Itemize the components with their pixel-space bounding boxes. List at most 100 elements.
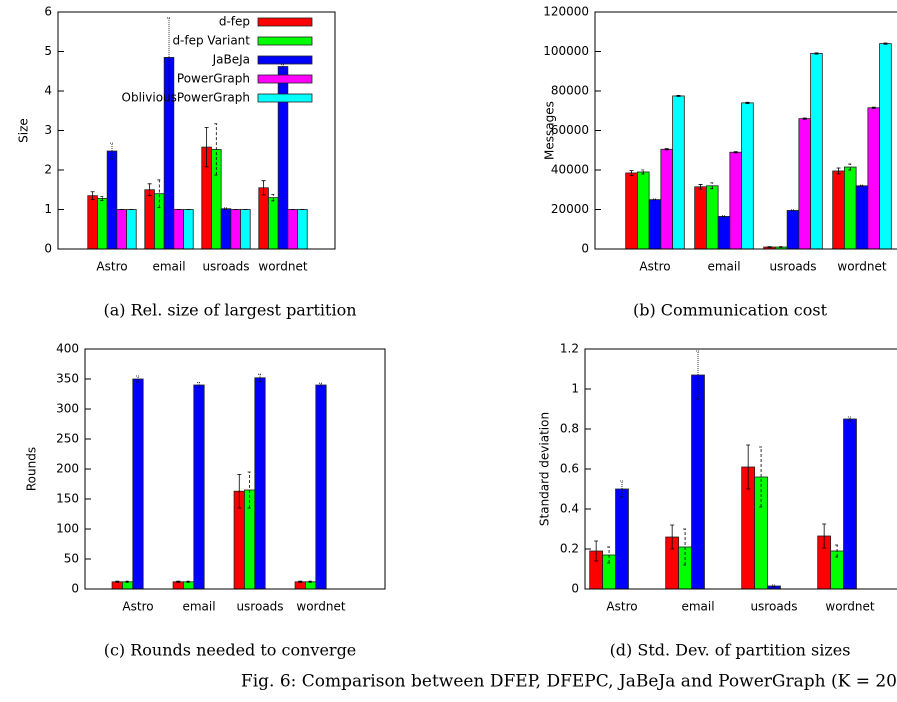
y-tick-label: 100 — [56, 522, 79, 536]
error-bar — [204, 126, 209, 168]
x-tick-label: usroads — [236, 600, 283, 614]
error-bar — [653, 198, 657, 201]
error-bar — [710, 182, 715, 190]
y-tick-label: 300 — [56, 402, 79, 416]
y-tick-label: 0.6 — [560, 462, 579, 476]
y-tick-label: 40000 — [551, 163, 589, 177]
bar — [867, 107, 880, 249]
error-bar — [125, 580, 130, 583]
bar — [706, 185, 719, 249]
error-bar — [835, 544, 840, 558]
y-tick-label: 80000 — [551, 84, 589, 98]
error-bar — [836, 167, 841, 175]
error-bar — [871, 106, 876, 109]
bar — [126, 209, 137, 249]
y-tick-label: 20000 — [551, 202, 589, 216]
legend-swatch — [257, 55, 313, 65]
plot — [625, 42, 892, 249]
legend-label: PowerGraph — [177, 72, 250, 86]
y-axis-label: Standard deviation — [538, 412, 552, 526]
y-tick-label: 1 — [571, 382, 579, 396]
error-bar — [767, 246, 772, 248]
error-bar — [115, 580, 120, 583]
bar — [729, 151, 742, 249]
bar — [297, 209, 308, 249]
bar — [97, 198, 108, 249]
plot-frame — [584, 348, 897, 590]
legend-swatch — [257, 17, 313, 27]
bar — [798, 118, 811, 249]
figure-caption: Fig. 6: Comparison between DFEP, DFEPC, … — [241, 672, 897, 692]
y-tick-label: 3 — [44, 123, 52, 137]
y-tick-label: 2 — [44, 163, 52, 177]
y-tick-label: 4 — [44, 84, 52, 98]
bar — [660, 148, 673, 249]
x-tick-label: Astro — [639, 260, 670, 274]
legend-label: d-fep — [219, 15, 250, 29]
error-bar — [822, 523, 827, 549]
bar — [244, 489, 256, 589]
error-bar — [147, 183, 152, 197]
bar — [717, 216, 731, 249]
plot-frame — [594, 11, 897, 250]
bar — [694, 186, 707, 249]
error-bar — [90, 191, 95, 201]
bar — [843, 418, 857, 589]
bar — [637, 171, 650, 249]
error-bar — [779, 246, 784, 248]
error-bar — [607, 546, 612, 564]
bar — [277, 66, 289, 249]
x-tick-label: usroads — [769, 260, 816, 274]
y-tick-label: 50 — [64, 552, 79, 566]
y-tick-label: 0.4 — [560, 502, 579, 516]
error-bar — [698, 184, 703, 190]
bar — [754, 476, 768, 589]
error-bar — [258, 373, 262, 382]
error-bar — [167, 17, 171, 98]
y-tick-label: 0 — [571, 582, 579, 596]
error-bar — [814, 52, 819, 55]
error-bar — [298, 580, 303, 583]
error-bar — [110, 142, 114, 160]
error-bar — [664, 148, 669, 151]
bar — [741, 102, 754, 249]
y-tick-label: 100000 — [543, 44, 589, 58]
bar — [691, 374, 705, 589]
x-tick-label: wordnet — [296, 600, 345, 614]
error-bar — [186, 580, 191, 583]
error-bar — [722, 215, 726, 218]
error-bar — [281, 64, 285, 69]
x-tick-label: Astro — [122, 600, 153, 614]
bar — [844, 166, 857, 249]
bar — [132, 378, 144, 589]
y-axis-label: Rounds — [25, 447, 39, 491]
bar — [258, 187, 269, 249]
error-bar — [670, 524, 675, 550]
y-tick-label: 1.2 — [560, 342, 579, 356]
bar — [315, 384, 327, 589]
legend-label: ObliviousPowerGraph — [122, 91, 250, 105]
bar — [183, 581, 195, 589]
plot — [589, 350, 878, 589]
x-tick-label: email — [681, 600, 714, 614]
legend-label: d-fep Variant — [172, 34, 250, 48]
x-tick-label: Astro — [606, 600, 637, 614]
plot — [111, 373, 344, 589]
bar — [172, 581, 184, 589]
y-tick-label: 0 — [71, 582, 79, 596]
y-tick-label: 60000 — [551, 123, 589, 137]
error-bar — [271, 194, 276, 202]
bar — [106, 150, 118, 249]
bar — [122, 581, 134, 589]
error-bar — [157, 179, 162, 208]
error-bar — [136, 375, 140, 383]
bar — [240, 209, 251, 249]
bar — [144, 189, 155, 249]
x-tick-label: wordnet — [837, 260, 886, 274]
x-tick-label: Astro — [96, 260, 127, 274]
x-tick-label: wordnet — [825, 600, 874, 614]
error-bar — [308, 580, 313, 583]
error-bar — [197, 382, 201, 388]
bar — [810, 53, 823, 249]
